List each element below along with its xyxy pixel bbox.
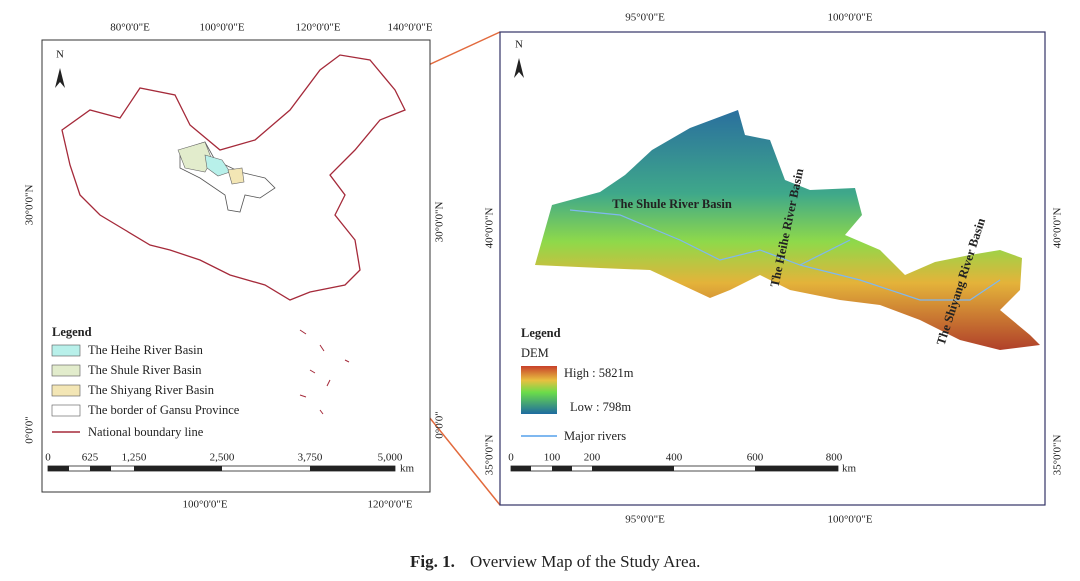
scale-segment (310, 466, 395, 471)
left-map-frame (41, 39, 431, 493)
scale-label: 400 (666, 452, 683, 464)
coord-label: 100°0'0"E (827, 514, 872, 526)
coord-label: 120°0'0"E (295, 22, 340, 34)
legend-title: Legend (52, 325, 92, 339)
basin-label: The Shule River Basin (612, 197, 732, 211)
legend-item: The Heihe River Basin (88, 343, 204, 357)
caption-label: Fig. 1. (410, 552, 455, 571)
coord-label: 120°0'0"E (367, 499, 412, 511)
scale-label: 600 (747, 452, 764, 464)
scale-unit: km (400, 463, 415, 475)
shiyang-basin (227, 167, 245, 185)
scale-label: 200 (584, 452, 601, 464)
coord-label: 95°0'0"E (625, 514, 665, 526)
scale-segment (134, 466, 222, 471)
coord-label: 30°0'0"N (434, 202, 446, 243)
legend-swatch (51, 384, 81, 397)
scale-label: 100 (544, 452, 561, 464)
coord-label: 100°0'0"E (199, 22, 244, 34)
legend-swatch (51, 364, 81, 377)
scale-label: 1,250 (122, 452, 147, 464)
coord-label: 100°0'0"E (182, 499, 227, 511)
scale-label: 2,500 (210, 452, 235, 464)
scale-label: 3,750 (298, 452, 323, 464)
coord-label: 140°0'0"E (387, 22, 432, 34)
scale-unit: km (842, 463, 857, 475)
north-label: N (56, 49, 64, 61)
scale-bar (510, 465, 839, 472)
coord-label: 100°0'0"E (827, 12, 872, 24)
scale-bar (47, 465, 396, 472)
coord-label: 40°0'0"N (1052, 208, 1064, 249)
caption-text: Overview Map of the Study Area. (470, 552, 700, 571)
scale-label: 5,000 (378, 452, 403, 464)
legend-item: Major rivers (564, 429, 626, 443)
coord-label: 0°0'0" (24, 416, 36, 443)
scale-segment (552, 466, 572, 471)
coord-label: 40°0'0"N (484, 208, 496, 249)
legend-item: National boundary line (88, 425, 204, 439)
scale-segment (48, 466, 69, 471)
scale-label: 625 (82, 452, 99, 464)
coord-label: 0°0'0" (434, 411, 446, 438)
coord-label: 35°0'0"N (1052, 435, 1064, 476)
legend-item: Low : 798m (570, 400, 631, 414)
scale-segment (511, 466, 531, 471)
scale-label: 0 (45, 452, 51, 464)
scale-segment (90, 466, 111, 471)
scale-label: 800 (826, 452, 843, 464)
coord-label: 35°0'0"N (484, 435, 496, 476)
legend-item: High : 5821m (564, 366, 634, 380)
china-boundary (61, 54, 406, 301)
coord-label: 95°0'0"E (625, 12, 665, 24)
islands (299, 329, 350, 415)
scale-segment (592, 466, 674, 471)
legend-item: The Shule River Basin (88, 363, 202, 377)
north-arrow (55, 68, 65, 88)
legend-subtitle: DEM (521, 346, 549, 360)
coord-label: 80°0'0"E (110, 22, 150, 34)
scale-label: 0 (508, 452, 514, 464)
heihe-basin (204, 154, 231, 177)
study-area-dem (535, 110, 1040, 350)
legend-item: The Shiyang River Basin (88, 383, 215, 397)
legend-swatch (51, 344, 81, 357)
legend-item: The border of Gansu Province (88, 403, 240, 417)
dem-ramp (521, 366, 557, 414)
north-label: N (515, 39, 523, 51)
north-arrow (514, 58, 524, 78)
legend-swatch (51, 404, 81, 417)
coord-label: 30°0'0"N (24, 185, 36, 226)
legend-title: Legend (521, 326, 561, 340)
rivers (569, 209, 1001, 301)
scale-segment (755, 466, 838, 471)
